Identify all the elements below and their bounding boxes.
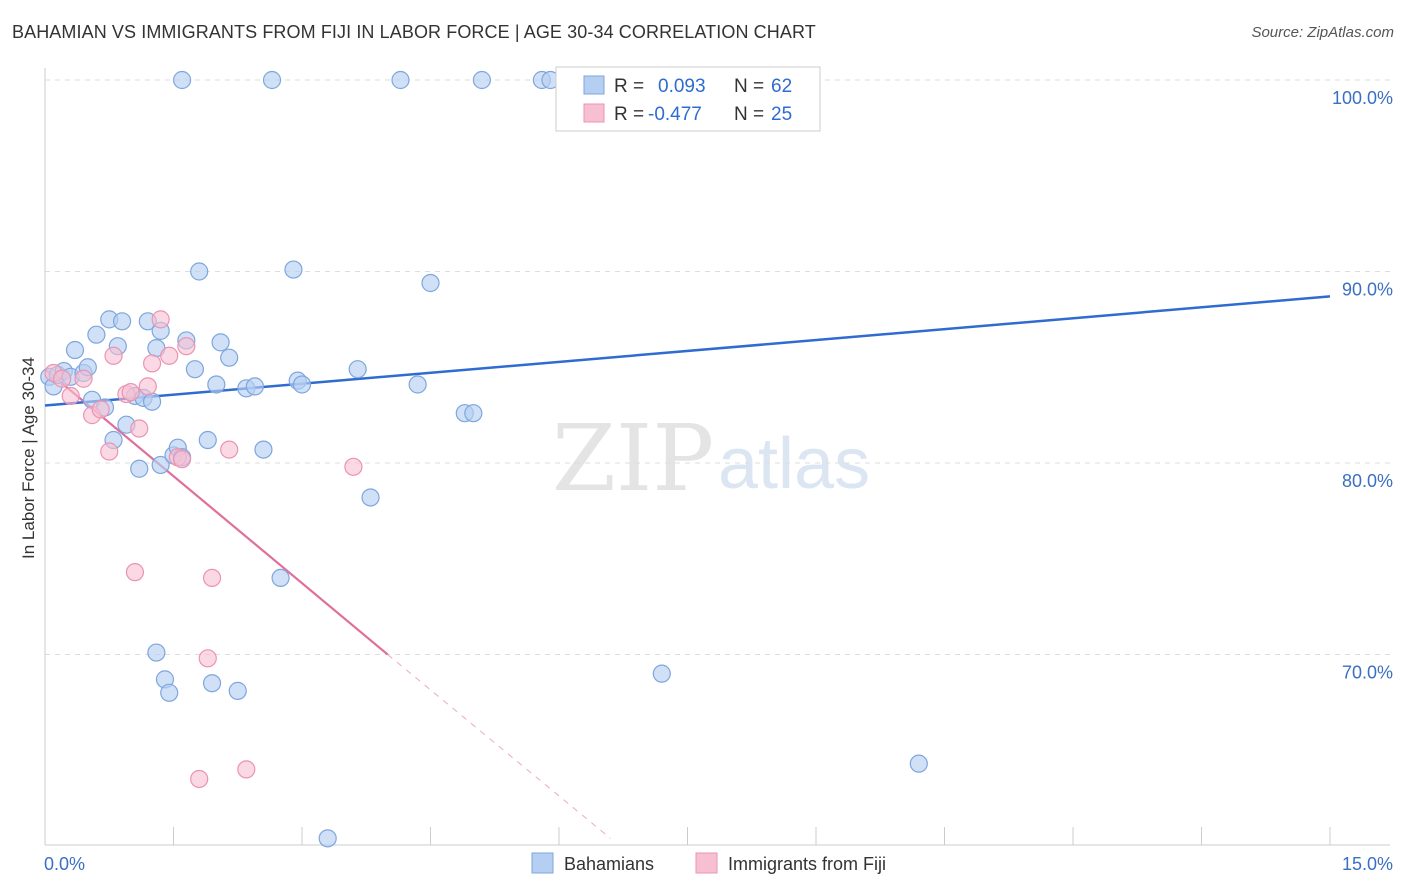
bahamians-point bbox=[472, 70, 491, 90]
legend-n-value-2: 25 bbox=[771, 104, 792, 125]
bottom-legend-label-bahamians: Bahamians bbox=[564, 854, 654, 874]
bottom-legend-label-fiji: Immigrants from Fiji bbox=[728, 854, 886, 874]
bahamians-point bbox=[160, 683, 179, 702]
bahamians-point bbox=[652, 664, 671, 683]
bahamians-point bbox=[408, 375, 427, 394]
gridlines bbox=[45, 79, 1390, 655]
fiji-point bbox=[220, 440, 239, 459]
watermark-zip: ZIP bbox=[552, 405, 714, 512]
bahamians-point bbox=[318, 829, 337, 848]
chart-source: Source: ZipAtlas.com bbox=[1251, 24, 1394, 41]
y-tick-labels: 70.0% 80.0% 90.0% 100.0% bbox=[1332, 88, 1393, 683]
legend-r-value-2: -0.477 bbox=[648, 104, 702, 125]
fiji-point bbox=[91, 400, 110, 419]
axes bbox=[44, 68, 1390, 846]
bahamians-point bbox=[361, 488, 380, 507]
bahamians-point bbox=[245, 377, 264, 396]
bottom-legend-swatch-blue bbox=[531, 852, 554, 874]
x-tick-label-min: 0.0% bbox=[44, 854, 85, 874]
fiji-points bbox=[44, 310, 363, 789]
fiji-point bbox=[104, 346, 123, 365]
fiji-point bbox=[160, 346, 179, 365]
x-tick-label-max: 15.0% bbox=[1342, 854, 1393, 874]
bahamians-point bbox=[220, 348, 239, 367]
fiji-point bbox=[198, 649, 217, 668]
fiji-point bbox=[177, 337, 196, 356]
bahamians-point bbox=[147, 643, 166, 662]
bahamians-point bbox=[271, 568, 290, 588]
x-tick-labels: 0.0% 15.0% bbox=[44, 854, 1393, 874]
bahamians-point bbox=[207, 375, 226, 394]
bahamians-point bbox=[391, 70, 410, 90]
fiji-point bbox=[53, 369, 72, 388]
bahamians-point bbox=[151, 455, 170, 475]
legend-r-value-1: 0.093 bbox=[658, 76, 706, 97]
fiji-point bbox=[344, 457, 363, 476]
legend-swatch-pink bbox=[583, 103, 605, 123]
fiji-point bbox=[190, 769, 209, 789]
bahamians-point bbox=[65, 340, 85, 360]
bahamians-point bbox=[262, 70, 282, 90]
y-tick-label-80: 80.0% bbox=[1342, 471, 1393, 491]
bahamians-point bbox=[185, 360, 205, 379]
bahamians-point bbox=[142, 392, 162, 411]
watermark-atlas: atlas bbox=[718, 424, 870, 504]
fiji-point bbox=[202, 568, 222, 588]
trend-lines bbox=[44, 295, 1331, 839]
legend-r-label-2: R = bbox=[614, 104, 644, 125]
fiji-point bbox=[237, 760, 256, 779]
fiji-point bbox=[142, 354, 162, 373]
y-tick-label-100: 100.0% bbox=[1332, 88, 1393, 108]
fiji-point bbox=[151, 310, 170, 329]
fiji-point bbox=[74, 369, 93, 388]
bahamians-point bbox=[292, 375, 312, 394]
chart-title: BAHAMIAN VS IMMIGRANTS FROM FIJI IN LABO… bbox=[12, 22, 816, 42]
bahamians-point bbox=[172, 70, 192, 90]
bahamians-point bbox=[228, 681, 247, 700]
fiji-trend-line-extension bbox=[387, 654, 611, 839]
bottom-legend: Bahamians Immigrants from Fiji bbox=[531, 852, 886, 874]
bahamians-point bbox=[87, 325, 106, 344]
fiji-point bbox=[138, 377, 157, 396]
bahamians-point bbox=[421, 273, 440, 293]
y-tick-label-90: 90.0% bbox=[1342, 280, 1393, 300]
bahamians-point bbox=[190, 262, 209, 281]
legend-n-label-2: N = bbox=[734, 104, 764, 125]
legend-n-value-1: 62 bbox=[771, 76, 792, 97]
fiji-point bbox=[125, 563, 145, 582]
fiji-point bbox=[121, 383, 140, 402]
bahamians-point bbox=[464, 404, 483, 423]
y-axis-label: In Labor Force | Age 30-34 bbox=[19, 357, 38, 559]
bahamians-point bbox=[112, 312, 132, 331]
bahamians-point bbox=[909, 754, 928, 773]
watermark: ZIP atlas bbox=[552, 405, 870, 512]
legend-r-label-1: R = bbox=[614, 76, 644, 97]
legend: R = 0.093 N = 62 R = -0.477 N = 25 bbox=[555, 66, 821, 132]
y-tick-label-70: 70.0% bbox=[1342, 663, 1393, 683]
bahamians-point bbox=[348, 360, 367, 379]
fiji-point bbox=[100, 442, 119, 461]
fiji-point bbox=[130, 419, 149, 438]
bahamians-point bbox=[254, 440, 273, 459]
bahamians-point bbox=[130, 459, 149, 478]
legend-n-label-1: N = bbox=[734, 76, 764, 97]
fiji-point bbox=[172, 450, 192, 469]
legend-swatch-blue bbox=[583, 75, 605, 95]
bahamians-point bbox=[211, 333, 230, 352]
bahamians-point bbox=[198, 430, 217, 450]
bahamians-point bbox=[202, 674, 222, 693]
fiji-point bbox=[61, 386, 80, 406]
bahamians-point bbox=[284, 260, 303, 279]
bottom-legend-swatch-pink bbox=[695, 852, 718, 874]
